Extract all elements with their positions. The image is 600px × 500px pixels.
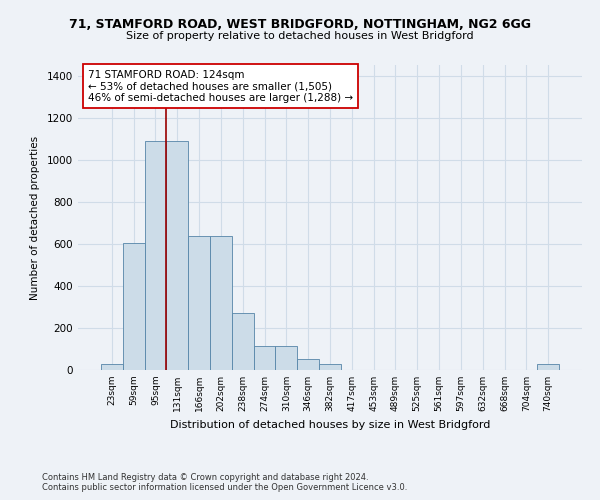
- Bar: [101, 364, 123, 370]
- Bar: [166, 140, 188, 370]
- Bar: [188, 236, 210, 370]
- Text: Contains HM Land Registry data © Crown copyright and database right 2024.: Contains HM Land Registry data © Crown c…: [42, 472, 368, 482]
- Text: Size of property relative to detached houses in West Bridgford: Size of property relative to detached ho…: [126, 31, 474, 41]
- Y-axis label: Number of detached properties: Number of detached properties: [30, 136, 40, 300]
- X-axis label: Distribution of detached houses by size in West Bridgford: Distribution of detached houses by size …: [170, 420, 490, 430]
- Bar: [210, 236, 232, 370]
- Bar: [537, 364, 559, 370]
- Bar: [275, 346, 297, 370]
- Text: 71, STAMFORD ROAD, WEST BRIDGFORD, NOTTINGHAM, NG2 6GG: 71, STAMFORD ROAD, WEST BRIDGFORD, NOTTI…: [69, 18, 531, 30]
- Text: Contains public sector information licensed under the Open Government Licence v3: Contains public sector information licen…: [42, 484, 407, 492]
- Bar: [254, 346, 275, 370]
- Bar: [232, 313, 254, 370]
- Bar: [297, 360, 319, 370]
- Bar: [145, 140, 166, 370]
- Text: 71 STAMFORD ROAD: 124sqm
← 53% of detached houses are smaller (1,505)
46% of sem: 71 STAMFORD ROAD: 124sqm ← 53% of detach…: [88, 70, 353, 103]
- Bar: [123, 242, 145, 370]
- Bar: [319, 364, 341, 370]
